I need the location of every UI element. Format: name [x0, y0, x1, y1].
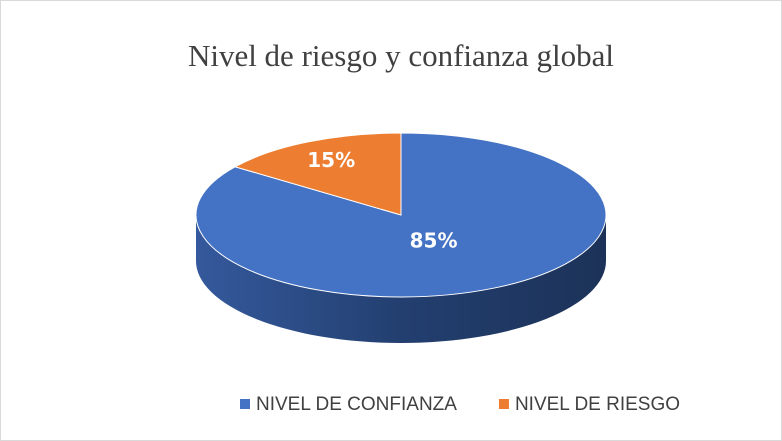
data-label: 85%: [410, 229, 458, 253]
legend-label: NIVEL DE CONFIANZA: [256, 394, 457, 415]
legend-swatch: [498, 399, 509, 409]
pie-side: [196, 215, 606, 343]
data-label: 15%: [307, 148, 355, 172]
chart-title: Nivel de riesgo y confianza global: [188, 38, 614, 73]
pie-slice: [233, 132, 402, 216]
legend-swatch: [240, 399, 250, 409]
legend-label: NIVEL DE RIESGO: [515, 394, 680, 415]
